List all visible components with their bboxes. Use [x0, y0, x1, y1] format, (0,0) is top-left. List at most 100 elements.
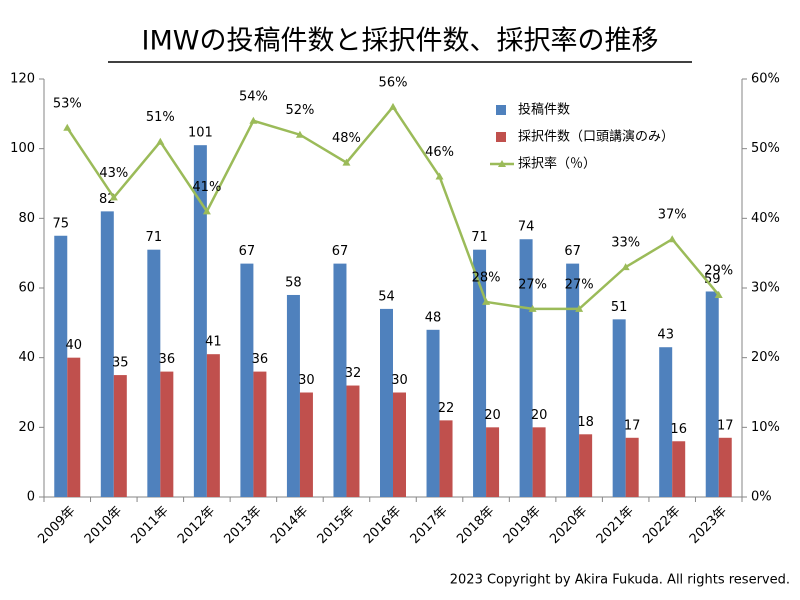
line-marker	[342, 158, 351, 166]
y2-tick-label: 10%	[751, 420, 780, 435]
bar-value-label: 71	[146, 230, 163, 245]
y2-tick-label: 50%	[751, 141, 780, 156]
y-tick-label: 120	[10, 72, 35, 87]
y2-tick-label: 30%	[751, 281, 780, 296]
bar-value-label: 22	[438, 401, 455, 416]
y-tick-label: 80	[18, 211, 35, 226]
legend-swatch	[496, 105, 506, 115]
line-value-label: 56%	[379, 75, 408, 90]
bar-value-label: 58	[285, 275, 302, 290]
bar-value-label: 20	[484, 408, 501, 423]
bar-value-label: 43	[657, 328, 674, 343]
bar	[473, 249, 487, 497]
line-value-label: 52%	[285, 103, 314, 118]
bar	[486, 427, 500, 497]
line-marker	[668, 235, 677, 243]
bar-value-label: 67	[564, 244, 581, 259]
legend-label: 投稿件数	[518, 102, 570, 118]
bar	[67, 357, 81, 497]
legend-marker	[498, 160, 506, 167]
bar	[333, 263, 347, 497]
y-tick-label: 20	[18, 420, 35, 435]
legend-label: 採択件数（口頭講演のみ）	[518, 129, 674, 145]
line-value-label: 41%	[192, 180, 221, 195]
line-marker	[621, 263, 630, 271]
line-value-label: 27%	[565, 277, 594, 292]
line-value-label: 33%	[611, 236, 640, 251]
y2-tick-label: 0%	[751, 490, 772, 505]
line-value-label: 54%	[239, 89, 268, 104]
bar	[346, 385, 360, 497]
bar-value-label: 54	[378, 289, 395, 304]
line-marker	[482, 297, 491, 305]
bar	[393, 392, 406, 497]
bar	[625, 437, 639, 497]
line-value-label: 27%	[518, 277, 547, 292]
bar-value-label: 35	[112, 356, 129, 371]
line-value-label: 28%	[472, 270, 501, 285]
bar	[672, 441, 686, 497]
line-marker	[156, 137, 165, 145]
bar	[659, 347, 673, 497]
bar	[718, 437, 732, 497]
line-marker	[295, 130, 304, 138]
bar	[193, 145, 207, 497]
bar	[240, 263, 254, 497]
line-value-label: 43%	[99, 166, 128, 181]
bar-value-label: 36	[252, 352, 269, 367]
bar-value-label: 18	[577, 415, 594, 430]
bar	[206, 354, 220, 497]
bar-value-label: 48	[425, 310, 442, 325]
bar	[532, 427, 546, 497]
bar	[579, 434, 593, 497]
bar-value-label: 67	[332, 244, 349, 259]
y-tick-label: 0	[27, 490, 35, 505]
line-marker	[714, 290, 723, 298]
bar-value-label: 36	[159, 352, 176, 367]
bar	[147, 249, 161, 497]
legend-label: 採択率（％）	[518, 156, 596, 172]
line-marker	[202, 207, 211, 215]
bar	[705, 291, 719, 497]
legend-swatch	[496, 132, 506, 142]
bar-value-label: 67	[239, 244, 256, 259]
bar	[612, 319, 626, 497]
bar-value-label: 71	[471, 230, 488, 245]
y2-tick-label: 60%	[751, 72, 780, 87]
bar	[54, 235, 68, 497]
bar-value-label: 32	[345, 366, 362, 381]
line-marker	[435, 172, 444, 180]
line-value-label: 53%	[53, 96, 82, 111]
line-marker	[249, 116, 258, 124]
y2-tick-label: 20%	[751, 350, 780, 365]
bar	[566, 263, 580, 497]
line-marker	[63, 123, 72, 131]
bar	[380, 308, 393, 497]
bar	[426, 329, 440, 497]
bar-value-label: 41	[205, 335, 222, 350]
line-value-label: 46%	[425, 145, 454, 160]
bar-value-label: 16	[670, 422, 687, 437]
y-tick-label: 100	[10, 141, 35, 156]
bar	[100, 211, 114, 497]
y-tick-label: 60	[18, 281, 35, 296]
bar-value-label: 51	[611, 300, 628, 315]
bar-value-label: 30	[298, 373, 315, 388]
bar-value-label: 74	[518, 220, 535, 235]
bar-value-label: 17	[624, 418, 641, 433]
bar	[299, 392, 313, 497]
footnote: 2023 Copyright by Akira Fukuda. All righ…	[450, 573, 790, 588]
line-value-label: 37%	[658, 208, 687, 223]
line-marker	[389, 102, 397, 110]
y-tick-label: 40	[18, 350, 35, 365]
line-marker	[575, 304, 584, 312]
bar	[286, 294, 300, 497]
bar	[439, 420, 453, 497]
bar-value-label: 17	[717, 418, 734, 433]
line-marker	[109, 193, 118, 201]
line-value-label: 51%	[146, 110, 175, 125]
chart-title: IMWの投稿件数と採択件数、採択率の推移	[142, 26, 659, 57]
bar	[113, 375, 127, 497]
